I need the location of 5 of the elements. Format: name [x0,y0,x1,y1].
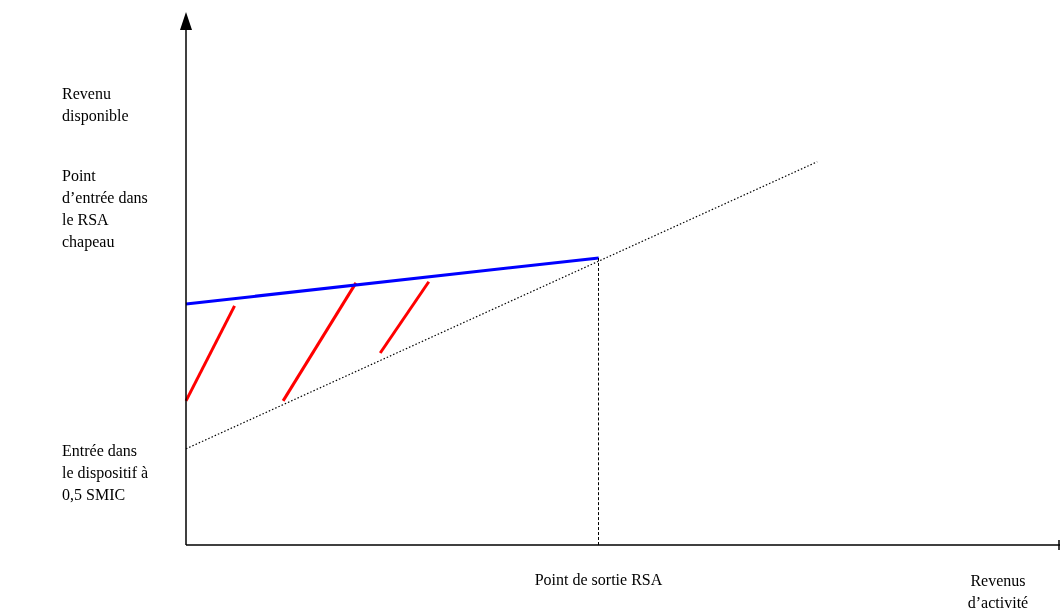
x-axis-title: Revenus d’activité [966,571,1030,613]
text: Entrée dans le dispositif à 0,5 SMIC [62,441,150,505]
y-axis-title: Revenu disponible [62,84,130,127]
text: Point de sortie RSA [534,570,663,590]
text: Point d’entrée dans le RSA chapeau [62,166,149,253]
